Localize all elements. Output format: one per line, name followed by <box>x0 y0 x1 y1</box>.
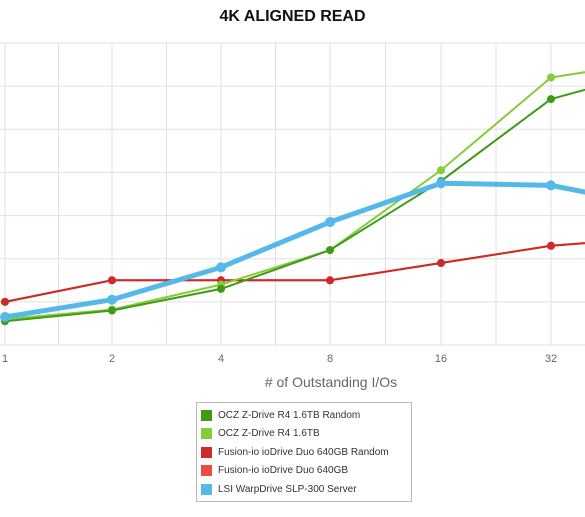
series-lines <box>0 71 585 326</box>
legend-swatch <box>201 446 212 458</box>
data-point <box>547 73 555 82</box>
legend-swatch <box>201 483 212 495</box>
series-line <box>4 242 585 303</box>
data-point <box>107 294 117 305</box>
legend-item: OCZ Z-Drive R4 1.6TB Random <box>201 406 407 425</box>
series-0 <box>1 88 585 326</box>
data-point <box>108 306 116 315</box>
legend-item: Fusion-io ioDrive Duo 640GB Random <box>201 443 407 462</box>
data-point <box>547 95 555 104</box>
series-line <box>2 180 585 320</box>
data-point <box>437 259 445 268</box>
legend-label: OCZ Z-Drive R4 1.6TB Random <box>218 409 361 421</box>
legend-label: OCZ Z-Drive R4 1.6TB <box>218 428 320 440</box>
data-point <box>108 276 116 285</box>
series-4 <box>0 178 585 322</box>
x-axis-label: # of Outstanding I/Os <box>265 374 397 390</box>
x-tick-label: 1 <box>2 353 8 365</box>
series-line <box>4 242 585 303</box>
legend-item: LSI WarpDrive SLP-300 Server <box>201 480 407 499</box>
x-tick-label: 4 <box>218 353 224 365</box>
x-tick-label: 2 <box>109 353 115 365</box>
data-point <box>216 262 226 273</box>
legend-item: OCZ Z-Drive R4 1.6TB <box>201 425 407 444</box>
legend-swatch <box>201 428 212 440</box>
legend-swatch <box>201 409 212 421</box>
data-point <box>217 284 225 293</box>
data-point <box>546 180 556 191</box>
grid-lines <box>0 42 585 346</box>
data-point <box>0 311 10 322</box>
data-point <box>436 178 446 189</box>
data-point <box>547 241 555 250</box>
legend-label: Fusion-io ioDrive Duo 640GB Random <box>218 446 389 458</box>
chart-legend: OCZ Z-Drive R4 1.6TB Random OCZ Z-Drive R… <box>196 402 412 502</box>
data-point <box>325 217 335 228</box>
x-tick-labels: 1 2 4 8 16 32 <box>2 353 557 365</box>
legend-item: Fusion-io ioDrive Duo 640GB <box>201 462 407 481</box>
x-tick-label: 8 <box>327 353 333 365</box>
data-point <box>326 246 334 255</box>
chart-title: 4K ALIGNED READ <box>219 8 366 25</box>
legend-label: Fusion-io ioDrive Duo 640GB <box>218 465 349 477</box>
series-2 <box>1 241 585 306</box>
x-tick-label: 16 <box>435 353 447 365</box>
series-1 <box>1 71 585 324</box>
data-point <box>1 297 9 306</box>
data-point <box>437 166 445 175</box>
data-point <box>326 276 334 285</box>
x-tick-label: 32 <box>545 353 557 365</box>
legend-swatch <box>201 465 212 477</box>
legend-label: LSI WarpDrive SLP-300 Server <box>218 483 357 495</box>
series-3 <box>1 241 585 306</box>
